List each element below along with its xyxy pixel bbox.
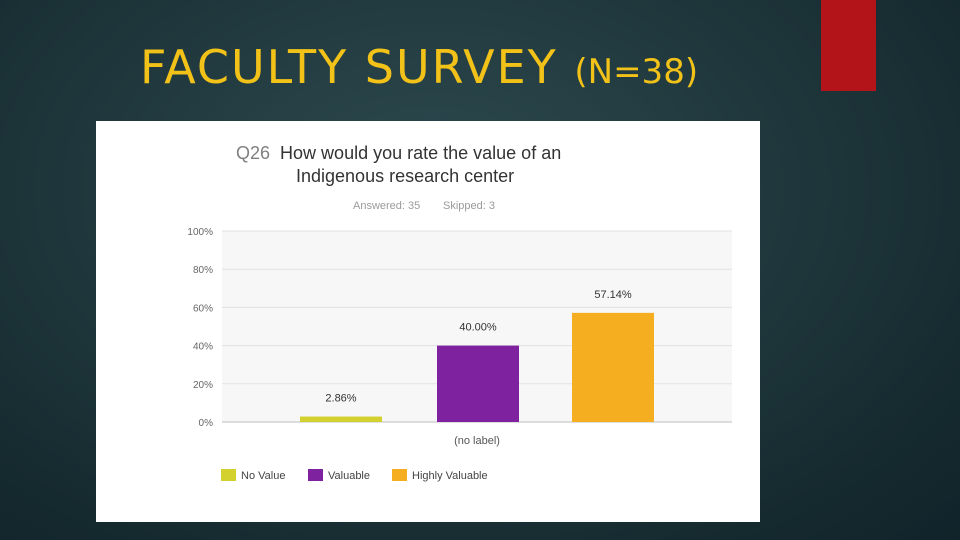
y-tick-label: 40% xyxy=(193,342,213,353)
legend-label-0: No Value xyxy=(241,470,285,482)
chart-panel: Q26 How would you rate the value of an I… xyxy=(96,121,760,522)
slide-title-text: FACULTY SURVEY xyxy=(140,40,558,94)
legend-swatch-1 xyxy=(308,469,323,481)
slide-title: FACULTY SURVEY (N=38) xyxy=(140,40,698,94)
answered-count: Answered: 35 xyxy=(353,200,420,212)
legend-swatch-2 xyxy=(392,469,407,481)
data-label-0: 2.86% xyxy=(325,393,356,405)
legend-label-2: Highly Valuable xyxy=(412,470,488,482)
data-label-2: 57.14% xyxy=(594,289,632,301)
sample-size-label: (N=38) xyxy=(574,52,699,92)
question-text-line1: How would you rate the value of an xyxy=(280,143,561,163)
svg-text:Q26 How would you rate t: Q26 How would you rate the value of an xyxy=(236,143,561,163)
y-tick-label: 100% xyxy=(187,227,213,238)
accent-block xyxy=(821,0,876,91)
legend-swatch-0 xyxy=(221,469,236,481)
y-tick-label: 60% xyxy=(193,303,213,314)
question-number: Q26 xyxy=(236,143,270,163)
bar-1 xyxy=(437,345,519,422)
x-category-label: (no label) xyxy=(454,435,500,447)
skipped-count: Skipped: 3 xyxy=(443,200,495,212)
y-tick-label: 0% xyxy=(199,418,214,429)
legend-label-1: Valuable xyxy=(328,470,370,482)
data-label-1: 40.00% xyxy=(459,322,497,334)
y-tick-label: 80% xyxy=(193,265,213,276)
bar-2 xyxy=(572,312,654,422)
survey-bar-chart: Q26 How would you rate the value of an I… xyxy=(187,143,732,482)
bar-0 xyxy=(300,416,382,422)
y-tick-label: 20% xyxy=(193,380,213,391)
question-text-line2: Indigenous research center xyxy=(296,166,514,186)
